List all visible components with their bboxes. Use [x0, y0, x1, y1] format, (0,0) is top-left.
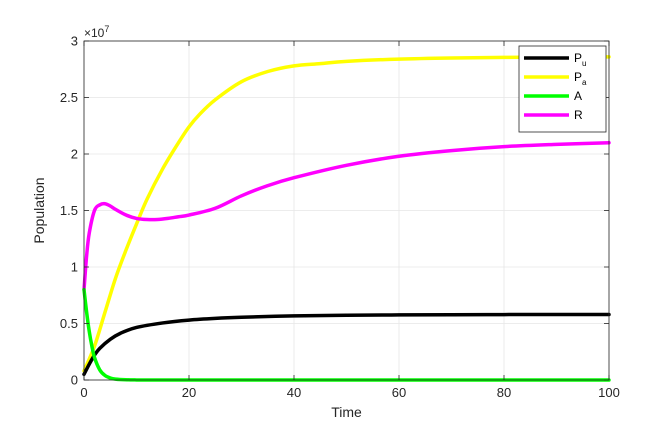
series-line-p-u: [82, 312, 611, 377]
x-tick-label: 0: [80, 385, 87, 400]
x-tick-label: 60: [392, 385, 406, 400]
legend-label: A: [574, 89, 582, 103]
y-axis-label: Population: [31, 177, 47, 243]
y-tick-label: 1.5: [60, 203, 78, 218]
x-tick-label: 80: [497, 385, 511, 400]
x-tick-label: 20: [182, 385, 196, 400]
y-tick-label: 3: [71, 34, 78, 49]
legend-box: [518, 45, 607, 133]
series-line-p-a: [82, 55, 611, 373]
x-axis-label: Time: [331, 404, 362, 420]
y-tick-label: 0: [71, 373, 78, 388]
legend: Pu Pa AR: [518, 45, 607, 133]
x-tick-label: 40: [287, 385, 301, 400]
y-tick-label: 1: [71, 260, 78, 275]
legend-label: Pu: [574, 51, 586, 68]
y-tick-label: 2: [71, 147, 78, 162]
ticks: 0 20 40 60 80 100 0 0.5 1 1.5 2 2.5 3: [60, 34, 620, 401]
legend-label: R: [574, 108, 583, 122]
y-exponent-label: ×107: [84, 24, 109, 40]
x-tick-label: 100: [598, 385, 620, 400]
y-tick-label: 0.5: [60, 316, 78, 331]
series-line-r: [82, 140, 611, 292]
legend-label: Pa: [574, 70, 587, 87]
y-tick-label: 2.5: [60, 90, 78, 105]
